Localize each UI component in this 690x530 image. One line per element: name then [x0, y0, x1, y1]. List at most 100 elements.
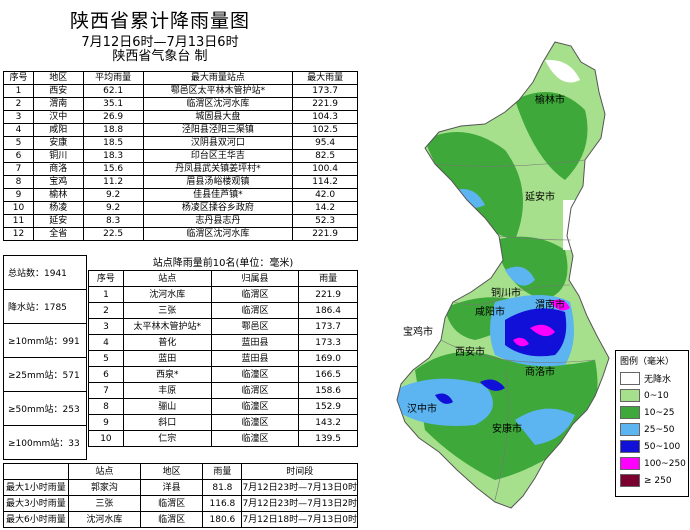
province-border — [396, 41, 610, 509]
table-cell: 平均雨量 — [82, 71, 144, 85]
legend-item: ≥ 250 — [616, 472, 688, 489]
table-cell: 雨量 — [202, 463, 243, 480]
legend-swatch — [620, 372, 640, 385]
table-cell: 4 — [3, 123, 34, 137]
table-cell: 印台区王华吉 — [142, 149, 294, 163]
table-row: 4 咸阳 18.8 泾阳县泾阳三渠镇 102.5 — [3, 123, 358, 137]
table-header-row: 序号 站点 归属县 雨量 — [88, 270, 358, 287]
map-label-shangluo: 商洛市 — [525, 365, 555, 378]
table-cell: 汉阴县双河口 — [142, 136, 294, 150]
table-cell: 临潼区 — [210, 398, 300, 415]
table-cell: 14.2 — [292, 201, 358, 215]
table-cell: 81.8 — [202, 479, 243, 496]
table-cell: 35.1 — [82, 97, 144, 111]
table-cell: 普化 — [122, 334, 212, 351]
table-row: 10 仁宗 临潼区 139.5 — [88, 430, 358, 447]
table-cell: 佳县佳芦镇* — [142, 188, 294, 202]
table-cell: 95.4 — [292, 136, 358, 150]
map-label-yulin: 榆林市 — [535, 93, 565, 106]
station-summary: 总站数：1941 降水站：1785 ≥10mm站：991 ≥25mm站：571 ≥50m… — [3, 255, 87, 460]
table-cell: 9.2 — [82, 201, 144, 215]
table-cell: 汉中 — [32, 110, 84, 124]
table-header-row: 序号 地区 平均雨量 最大雨量站点 最大雨量 — [3, 71, 358, 85]
table-cell: 郭家沟 — [67, 479, 141, 496]
table-cell: 62.1 — [82, 84, 144, 98]
table-cell: 10 — [88, 430, 124, 447]
table-cell: 临渭区 — [139, 511, 204, 528]
table-row: 1 沈河水库 临渭区 221.9 — [88, 286, 358, 303]
table-cell: 10 — [3, 201, 34, 215]
table-cell: 时间段 — [241, 463, 358, 480]
summary-item: ≥25mm站：571 — [4, 358, 86, 392]
table-cell: 最大6小时雨量 — [3, 511, 69, 528]
table-cell: 143.2 — [298, 414, 358, 431]
table-cell: 11.2 — [82, 175, 144, 189]
table-cell: 铜川 — [32, 149, 84, 163]
table-cell: 地区 — [32, 71, 84, 85]
table-cell: 洋县 — [139, 479, 204, 496]
summary-item: 总站数：1941 — [4, 256, 86, 290]
summary-item: ≥50mm站：253 — [4, 392, 86, 426]
table-cell: 169.0 — [298, 350, 358, 367]
table-cell: 归属县 — [210, 270, 300, 287]
table-cell: 序号 — [88, 270, 124, 287]
table-row: 2 渭南 35.1 临渭区沈河水库 221.9 — [3, 97, 358, 111]
table-cell: 西泉* — [122, 366, 212, 383]
table-cell: 52.3 — [292, 214, 358, 228]
table-cell: 城固县大盘 — [142, 110, 294, 124]
table-cell: 2 — [88, 302, 124, 319]
table-cell: 8 — [88, 398, 124, 415]
map-label-hanzhong: 汉中市 — [407, 402, 437, 415]
table-cell: 180.6 — [202, 511, 243, 528]
table-cell: 3 — [88, 318, 124, 335]
top10-title: 站点降雨量前10名(单位：毫米) — [152, 258, 294, 269]
table-cell: 鄠邑区 — [210, 318, 300, 335]
table-cell: 42.0 — [292, 188, 358, 202]
legend-label: 10~25 — [644, 407, 675, 418]
legend-swatch — [620, 389, 640, 402]
table-cell: 12 — [3, 227, 34, 241]
table-row: 3 太平林木管护站* 鄠邑区 173.7 — [88, 318, 358, 335]
table-cell: 5 — [88, 350, 124, 367]
legend-swatch — [620, 474, 640, 487]
table-cell: 1 — [88, 286, 124, 303]
legend-swatch — [620, 457, 640, 470]
table-cell: 三张 — [67, 495, 141, 512]
table-cell: 咸阳 — [32, 123, 84, 137]
table-cell: 仁宗 — [122, 430, 212, 447]
top10-stations-table: 序号 站点 归属县 雨量 1 沈河水库 临渭区 221.9 2 三张 临渭区 186.4 3 太平林木管护… — [88, 270, 358, 447]
legend-label: ≥ 250 — [644, 475, 672, 486]
table-cell: 泾阳县泾阳三渠镇 — [142, 123, 294, 137]
table-cell: 186.4 — [298, 302, 358, 319]
table-cell: 雨量 — [298, 270, 358, 287]
table-cell: 221.9 — [292, 227, 358, 241]
table-cell: 15.6 — [82, 162, 144, 176]
table-cell: 6 — [88, 366, 124, 383]
table-cell: 2 — [3, 97, 34, 111]
table-cell: 7月12日23时—7月13日0时 — [241, 479, 358, 496]
table-cell: 18.3 — [82, 149, 144, 163]
table-cell: 临渭区沈河水库 — [142, 227, 294, 241]
legend-label: 0~10 — [644, 390, 669, 401]
table-cell: 志丹县志丹 — [142, 214, 294, 228]
legend-title: 图例（毫米） — [620, 357, 675, 367]
table-cell: 渭南 — [32, 97, 84, 111]
legend-label: 100~250 — [644, 458, 686, 469]
table-cell: 榆林 — [32, 188, 84, 202]
table-cell: 鄠邑区太平林木管护站* — [142, 84, 294, 98]
map-label-weinan: 渭南市 — [535, 298, 565, 311]
table-cell: 7 — [3, 162, 34, 176]
table-row: 10 杨凌 9.2 杨凌区揉谷乡政府 14.2 — [3, 201, 358, 215]
legend-item: 100~250 — [616, 455, 688, 472]
map-source: 陕西省气象台 制 — [112, 49, 208, 64]
map-label-xianyang: 咸阳市 — [475, 305, 505, 318]
table-cell: 三张 — [122, 302, 212, 319]
table-row: 12 全省 22.5 临渭区沈河水库 221.9 — [3, 227, 358, 241]
table-cell: 7月12日18时—7月13日0时 — [241, 511, 358, 528]
table-cell: 173.3 — [298, 334, 358, 351]
legend-label: 25~50 — [644, 424, 675, 435]
legend-swatch — [620, 423, 640, 436]
table-cell: 临渭区沈河水库 — [142, 97, 294, 111]
table-cell: 地区 — [139, 463, 204, 480]
table-cell: 5 — [3, 136, 34, 150]
